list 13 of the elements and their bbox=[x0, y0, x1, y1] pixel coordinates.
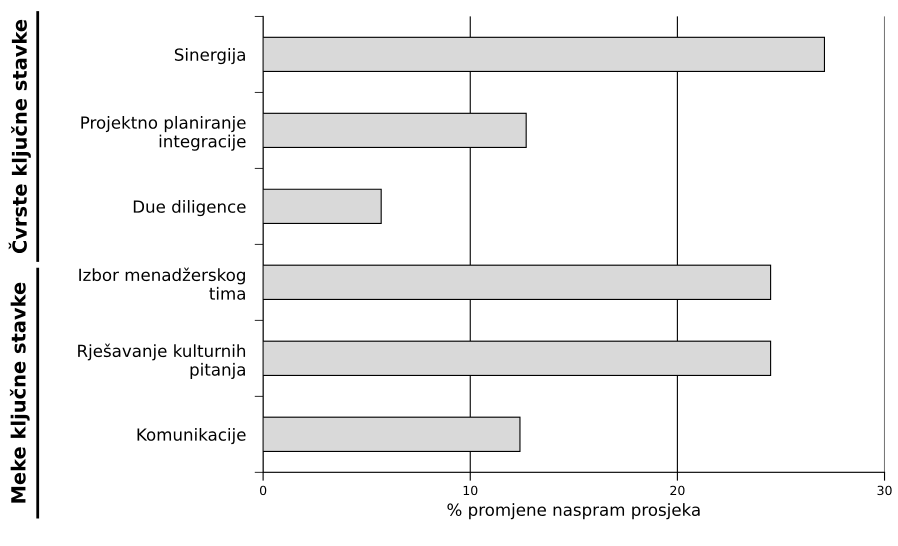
y-tick-label: Rješavanje kulturnih pitanja bbox=[78, 344, 246, 380]
y-tick-label: Due diligence bbox=[134, 200, 246, 216]
x-tick-label: 10 bbox=[464, 486, 478, 496]
y-tick-label: Sinergija bbox=[174, 48, 245, 64]
y-tick-label: Komunikacije bbox=[138, 428, 246, 444]
y-tick-label: Izbor menadžerskog tima bbox=[79, 268, 245, 300]
text: Čvrste ključne stavke bbox=[8, 20, 31, 254]
x-axis-title: % promjene naspram prosjeka bbox=[447, 503, 700, 520]
y-tick-label: Projektno planiranje integracije bbox=[81, 116, 246, 151]
x-tick-label: 30 bbox=[878, 486, 892, 496]
x-tick-label: 0 bbox=[260, 486, 266, 496]
text: Meke ključne stavke bbox=[10, 282, 30, 503]
x-tick-label: 20 bbox=[670, 486, 685, 496]
